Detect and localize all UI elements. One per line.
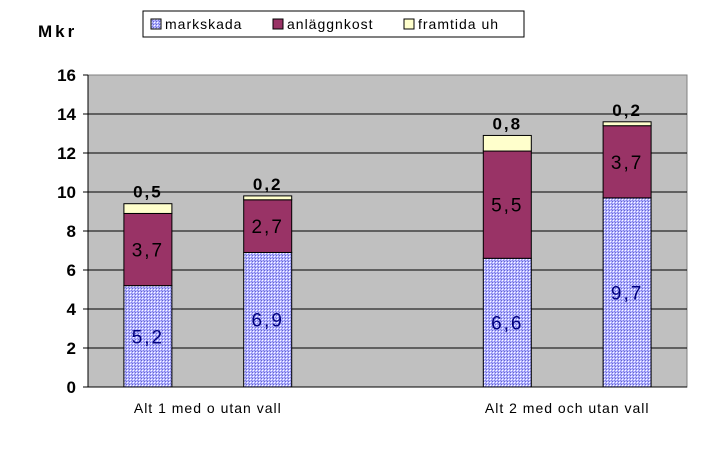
- x-category-label: Alt 1 med o utan vall: [134, 400, 282, 416]
- bar-segment-markskada: [602, 197, 652, 388]
- legend: markskada anläggnkost framtida uh: [142, 10, 525, 38]
- bar-value-label: 6,9: [251, 311, 283, 332]
- gridlines: [88, 113, 687, 349]
- legend-swatch-framtida-uh: [403, 18, 415, 30]
- bar-segment-framtida-uh: [482, 134, 532, 152]
- bar-top-value-label: 0,5: [133, 183, 163, 202]
- legend-box: [142, 10, 525, 38]
- bar-segment-anlaggnkost: [602, 125, 652, 199]
- bar-top-value-label: 0,8: [492, 114, 522, 133]
- legend-label-framtida-uh: framtida uh: [418, 16, 499, 32]
- y-tick-label: 12: [57, 144, 76, 163]
- legend-label-markskada: markskada: [165, 16, 242, 32]
- bar-value-label: 3,7: [611, 153, 643, 174]
- x-category-label: Alt 2 med och utan vall: [485, 400, 650, 416]
- bar-segment-framtida-uh: [243, 195, 293, 201]
- bar-segment-anlaggnkost: [243, 199, 293, 253]
- y-tick-label: 16: [57, 66, 76, 85]
- bar-top-value-label: 0,2: [253, 175, 283, 194]
- y-tick-label: 6: [67, 261, 76, 280]
- bar-segment-framtida-uh: [123, 203, 173, 214]
- bar-top-value-label: 0,2: [612, 101, 642, 120]
- y-tick-label: 4: [67, 300, 77, 319]
- bars: 5,2 3,7 0,5 6,9 2,7 0,2 6,6 5,5 0,8 9,7 3,7 0,2: [123, 101, 652, 388]
- legend-swatch-markskada: [150, 18, 162, 30]
- y-tick-label: 14: [57, 105, 76, 124]
- bar-value-label: 5,2: [132, 327, 164, 348]
- bar-segment-markskada: [123, 285, 173, 388]
- bar-value-label: 5,5: [491, 196, 523, 217]
- bar-segment-markskada: [243, 251, 293, 388]
- y-tick-label: 2: [67, 339, 76, 358]
- legend-label-anlaggnkost: anläggnkost: [287, 16, 374, 32]
- bar-value-label: 6,6: [491, 314, 523, 335]
- y-axis-ticks: 0 2 4 6 8 10 12 14 16: [57, 66, 687, 397]
- bar-value-label: 9,7: [611, 283, 643, 304]
- bar-segment-markskada: [482, 257, 532, 388]
- y-axis-label: Mkr: [38, 22, 77, 41]
- bar-segment-anlaggnkost: [123, 212, 173, 287]
- bar-segment-framtida-uh: [602, 121, 652, 127]
- x-axis-categories: Alt 1 med o utan vall Alt 2 med och utan …: [134, 400, 650, 416]
- y-tick-label: 8: [67, 222, 76, 241]
- bar-value-label: 3,7: [132, 241, 164, 262]
- bar-value-label: 2,7: [251, 217, 283, 238]
- y-tick-label: 0: [67, 378, 76, 397]
- legend-swatch-anlaggnkost: [272, 18, 284, 30]
- y-tick-label: 10: [57, 183, 76, 202]
